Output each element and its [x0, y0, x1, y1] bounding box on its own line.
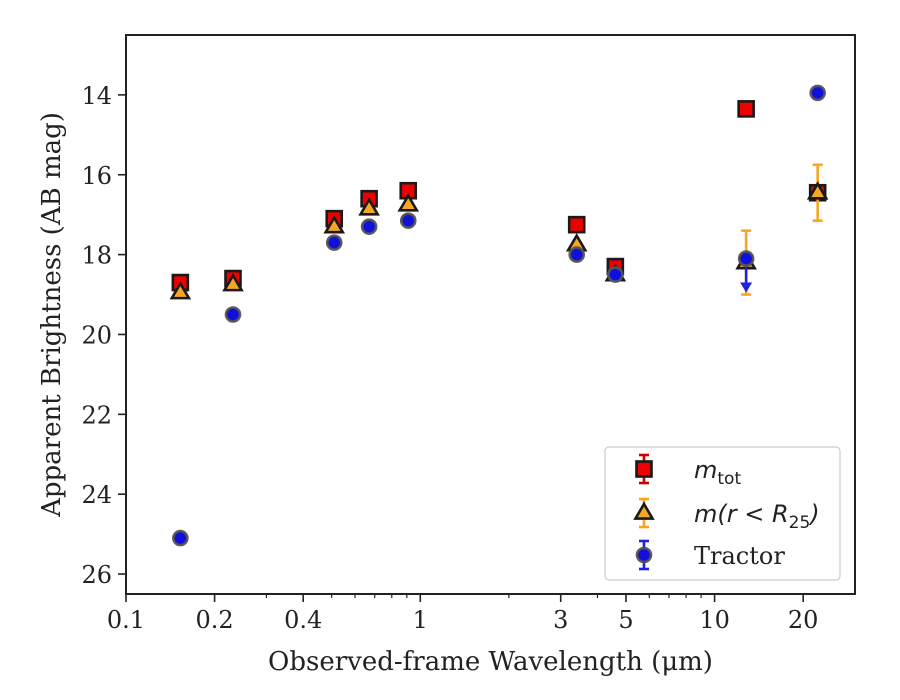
data-point [568, 246, 586, 263]
data-point [607, 266, 624, 283]
x-tick-label: 0.2 [196, 606, 234, 634]
y-tick-label: 22 [81, 401, 112, 429]
y-tick-label: 20 [81, 321, 112, 349]
data-point [172, 529, 189, 547]
x-tick-label: 0.4 [284, 606, 322, 634]
series-circle [172, 84, 826, 547]
data-point [169, 280, 192, 300]
y-tick-label: 14 [81, 82, 112, 110]
data-point [325, 234, 343, 251]
legend-label: mtot [694, 456, 741, 489]
y-tick-label: 26 [81, 561, 112, 589]
x-tick-label: 10 [699, 606, 730, 634]
data-point [567, 215, 586, 234]
data-point [737, 100, 755, 118]
data-point [222, 272, 244, 292]
legend-marker [635, 546, 653, 564]
upper-limit-arrow [740, 282, 753, 293]
y-tick-label: 16 [81, 162, 112, 190]
data-point [358, 197, 380, 216]
legend-box [604, 446, 841, 581]
data-point [224, 306, 242, 323]
x-tick-label: 20 [788, 606, 819, 634]
series-triangle [169, 163, 829, 300]
data-point [809, 84, 826, 102]
data-point [360, 218, 378, 235]
legend-marker [633, 501, 655, 520]
legend-label: Tractor [694, 542, 785, 570]
data-point [806, 181, 829, 200]
x-tick-label: 0.1 [107, 606, 145, 634]
data-point [397, 193, 420, 212]
y-tick-label: 24 [81, 481, 112, 509]
data-point [399, 212, 417, 229]
legend-label: m(r < R25) [694, 500, 820, 533]
data-point [737, 250, 755, 267]
legend: mtot m(r < R25) Tractor [604, 446, 841, 581]
x-tick-label: 5 [618, 606, 633, 634]
series-square [171, 100, 827, 292]
data-point [323, 215, 346, 234]
legend-marker [635, 460, 653, 478]
axes: 0.1 0.2 0.4 1 3 5 10 20 14 16 18 20 22 24 26 [81, 34, 856, 634]
y-axis-title: Apparent Brightness (AB mag) [37, 112, 67, 518]
data-markers [169, 84, 829, 547]
plot-frame [125, 34, 856, 595]
x-tick-label: 1 [413, 606, 428, 634]
y-tick-label: 18 [81, 242, 112, 270]
x-axis-title: Observed-frame Wavelength (μm) [268, 647, 713, 677]
x-tick-label: 3 [553, 606, 568, 634]
